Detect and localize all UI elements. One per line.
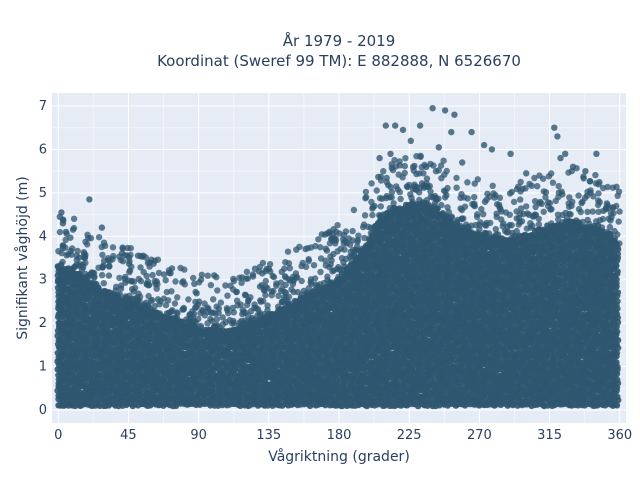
- data-points: [54, 105, 623, 410]
